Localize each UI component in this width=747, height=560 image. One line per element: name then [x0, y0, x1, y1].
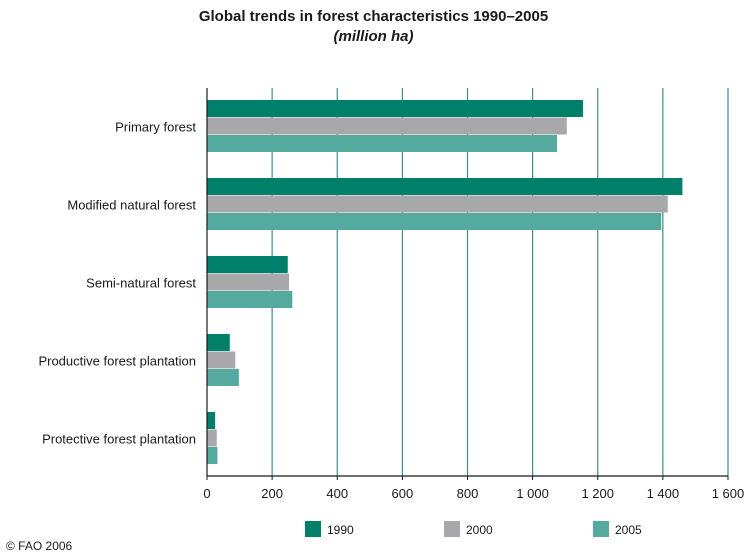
x-tick-label: 400 [326, 486, 348, 501]
category-label: Protective forest plantation [42, 431, 196, 446]
x-tick-label: 1 600 [712, 486, 745, 501]
bar-1990-1 [207, 100, 584, 117]
x-tick-label: 200 [261, 486, 283, 501]
legend-label-2005: 2005 [615, 523, 642, 537]
bar-1990-4 [207, 334, 230, 351]
legend-label-2000: 2000 [466, 523, 493, 537]
bar-2005-2 [207, 213, 662, 230]
bar-2000-2 [207, 195, 668, 213]
bar-2000-3 [207, 273, 290, 291]
x-tick-label: 800 [457, 486, 479, 501]
bar-1990-3 [207, 256, 288, 273]
bar-2000-1 [207, 117, 567, 135]
x-tick-label: 0 [203, 486, 210, 501]
legend-swatch-2005 [593, 521, 609, 537]
chart-subtitle: (million ha) [333, 28, 414, 45]
bar-2005-3 [207, 291, 293, 308]
category-label: Productive forest plantation [38, 353, 196, 368]
x-tick-label: 600 [392, 486, 414, 501]
legend-label-1990: 1990 [327, 523, 354, 537]
x-tick-label: 1 400 [647, 486, 680, 501]
bar-2005-4 [207, 369, 239, 386]
bar-2000-4 [207, 351, 236, 369]
bar-2005-5 [207, 447, 218, 464]
category-label: Primary forest [115, 119, 196, 134]
bar-2005-1 [207, 135, 558, 152]
x-tick-label: 1 200 [581, 486, 614, 501]
bar-1990-5 [207, 412, 216, 429]
bar-2000-5 [207, 429, 217, 447]
category-label: Semi-natural forest [86, 275, 196, 290]
category-label: Modified natural forest [67, 197, 196, 212]
copyright-credit: © FAO 2006 [6, 539, 73, 553]
x-tick-label: 1 000 [516, 486, 549, 501]
legend-swatch-2000 [444, 521, 460, 537]
legend-swatch-1990 [305, 521, 321, 537]
bar-1990-2 [207, 178, 683, 195]
chart-title: Global trends in forest characteristics … [198, 8, 549, 25]
